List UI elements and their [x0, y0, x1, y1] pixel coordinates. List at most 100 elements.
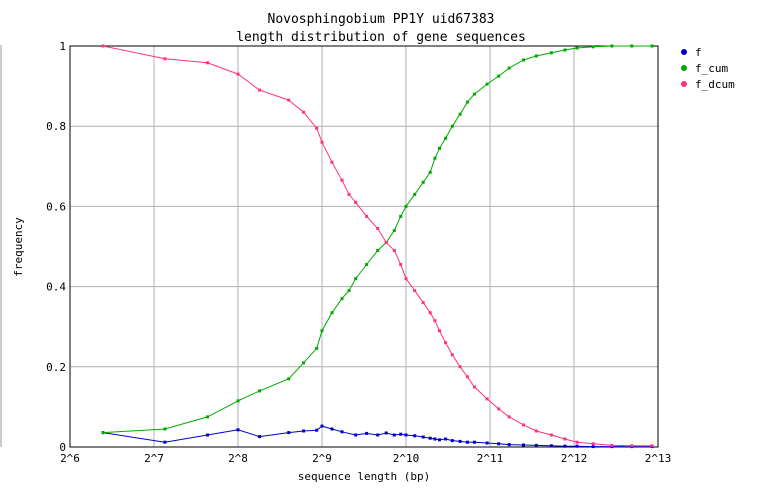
data-point [549, 444, 553, 448]
x-tick-label: 2^11 [477, 452, 504, 465]
data-point [563, 444, 567, 448]
data-point [472, 440, 476, 444]
data-point [365, 214, 369, 218]
data-point [465, 375, 469, 379]
data-point [450, 124, 454, 128]
data-point [650, 44, 654, 48]
x-tick-label: 2^6 [60, 452, 80, 465]
legend-marker [681, 65, 687, 71]
data-point [485, 82, 489, 86]
y-axis-ticks: 0 0.2 0.4 0.6 0.8 1 [46, 40, 66, 454]
data-point [376, 433, 380, 437]
data-point [399, 432, 403, 436]
data-point [497, 74, 501, 78]
data-point [236, 428, 240, 432]
data-point [320, 329, 324, 333]
x-tick-label: 2^12 [561, 452, 588, 465]
data-point [458, 365, 462, 369]
data-point [563, 437, 567, 441]
data-point [365, 263, 369, 266]
data-point [302, 429, 306, 433]
data-point [507, 443, 511, 447]
y-tick-label: 0 [59, 441, 66, 454]
data-point [575, 440, 579, 444]
data-point [507, 66, 511, 70]
data-point [354, 433, 358, 437]
data-point [465, 100, 469, 104]
data-point [354, 200, 358, 204]
y-tick-label: 1 [59, 40, 66, 53]
data-point [507, 415, 511, 419]
data-point [522, 423, 525, 427]
data-point [575, 46, 579, 50]
y-tick-label: 0.8 [46, 120, 66, 133]
data-point [399, 214, 403, 218]
data-point [433, 319, 437, 323]
data-point [340, 430, 344, 434]
data-point [376, 227, 380, 230]
chart-subtitle: length distribution of gene sequences [236, 30, 526, 45]
data-point [450, 353, 454, 357]
data-point [399, 263, 403, 266]
data-point [302, 361, 306, 365]
data-point [591, 445, 595, 449]
data-point [384, 241, 388, 244]
grid [70, 46, 658, 447]
data-point [404, 204, 408, 208]
data-point [428, 311, 432, 315]
data-point [258, 389, 262, 393]
chart-title: Novosphingobium PP1Y uid67383 [268, 12, 495, 27]
data-point [206, 415, 209, 419]
data-point [610, 443, 614, 447]
data-point [302, 110, 306, 114]
data-point [413, 192, 417, 196]
data-point [330, 311, 334, 315]
y-tick-label: 0.6 [46, 200, 66, 213]
data-point [101, 44, 105, 48]
data-point [472, 92, 476, 96]
data-point [650, 444, 654, 448]
data-point [287, 377, 291, 381]
data-point [404, 277, 408, 281]
x-axis-ticks: 2^6 2^7 2^8 2^9 2^10 2^11 2^12 2^13 [60, 452, 671, 465]
data-point [392, 229, 396, 232]
data-point [315, 346, 319, 350]
data-point [549, 51, 553, 55]
data-point [392, 249, 396, 252]
data-point [444, 341, 448, 345]
data-point [630, 44, 634, 48]
data-point [320, 424, 324, 428]
data-point [421, 301, 425, 305]
data-point [438, 438, 441, 442]
data-point [340, 297, 344, 301]
data-point [534, 443, 538, 447]
data-point [458, 112, 462, 116]
data-point [330, 160, 334, 164]
data-point [354, 277, 358, 281]
x-tick-label: 2^13 [645, 452, 672, 465]
data-point [522, 58, 525, 62]
data-point [444, 136, 448, 140]
data-point [428, 436, 432, 440]
y-tick-label: 0.4 [46, 281, 66, 294]
data-point [236, 399, 240, 403]
data-point [497, 407, 501, 411]
data-point [433, 437, 437, 441]
series-f-dcum [101, 44, 654, 448]
data-point [347, 192, 351, 196]
data-point [365, 431, 369, 435]
x-tick-label: 2^8 [228, 452, 248, 465]
series-f-cum [101, 44, 654, 435]
data-point [421, 435, 425, 439]
series-line [102, 425, 653, 448]
data-point [163, 427, 167, 431]
data-point [340, 178, 344, 182]
data-point [534, 54, 538, 58]
data-point [384, 431, 388, 435]
data-point [591, 442, 595, 446]
data-point [438, 146, 441, 150]
data-point [465, 440, 469, 444]
data-point [413, 434, 417, 438]
